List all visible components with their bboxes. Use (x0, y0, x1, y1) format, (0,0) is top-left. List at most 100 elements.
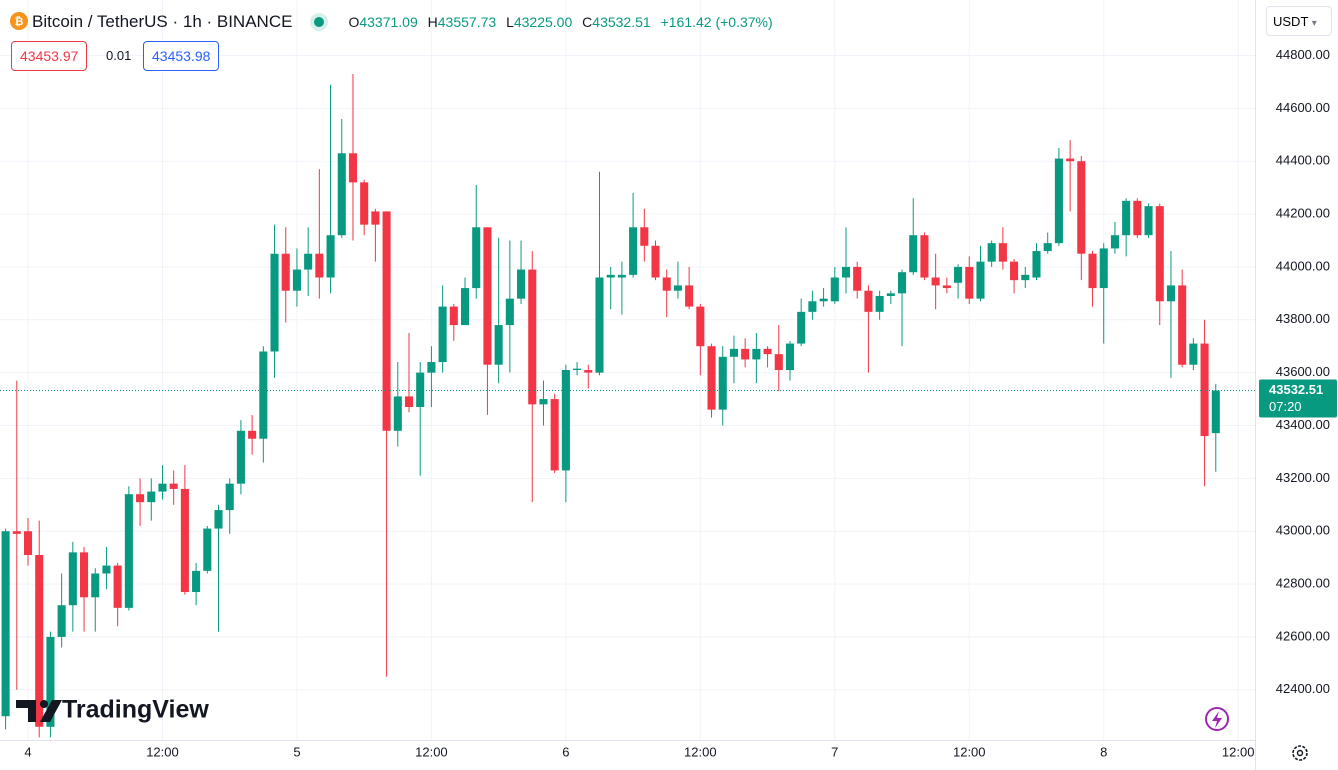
x-tick-label: 6 (562, 744, 569, 759)
candle-body (797, 311, 806, 344)
y-tick-label: 43400.00 (1276, 417, 1330, 432)
countdown: 07:20 (1269, 399, 1302, 414)
candle-body (472, 227, 481, 289)
o-value: 43371.09 (359, 14, 418, 30)
candle-body (741, 348, 750, 360)
sell-button[interactable]: 43453.97 (11, 41, 88, 71)
candle-body (1077, 161, 1086, 254)
candle-body (225, 483, 234, 511)
gear-inner (1296, 749, 1304, 757)
y-tick-label: 42600.00 (1276, 628, 1330, 643)
spread: 0.01 (106, 48, 132, 63)
header: ₿ Bitcoin / TetherUS · 1h · BINANCE O433… (8, 10, 779, 34)
last-price-label: 43532.51 (1269, 382, 1323, 397)
x-tick-label: 12:00 (146, 744, 179, 759)
candle-body (102, 565, 111, 574)
candle-body (124, 494, 133, 608)
x-tick-label: 12:00 (684, 744, 717, 759)
candle-body (696, 306, 705, 347)
candle-body (853, 266, 862, 291)
x-tick-label: 12:00 (1222, 744, 1255, 759)
candle-body (864, 290, 873, 312)
h-label: H (427, 14, 438, 30)
candle-body (651, 245, 660, 278)
candle-body (1200, 343, 1209, 437)
settings-icon[interactable] (1292, 745, 1308, 761)
candle-body (248, 430, 257, 439)
candle-body (427, 362, 436, 373)
candle-body (404, 396, 414, 407)
candle-body (80, 552, 89, 598)
alert-icon[interactable] (1205, 707, 1229, 731)
candle-body (673, 285, 682, 291)
candle-body (57, 605, 66, 637)
x-tick-label: 5 (293, 744, 300, 759)
y-tick-label: 44800.00 (1276, 47, 1330, 62)
y-tick-label: 44200.00 (1276, 206, 1330, 221)
x-tick-label: 12:00 (953, 744, 986, 759)
candle-body (707, 346, 716, 410)
candle-body (505, 298, 514, 326)
candle-body (819, 298, 828, 302)
last-price-box (1259, 379, 1337, 418)
candle-body (528, 269, 537, 405)
candle-body (438, 306, 447, 363)
ohlc: O43371.09 H43557.73 L43225.00 C43532.51 … (348, 14, 778, 30)
candle-body (662, 277, 671, 291)
brand-mark (16, 700, 62, 722)
candle-body (931, 277, 940, 286)
candle-body (281, 253, 290, 291)
x-tick-label: 4 (24, 744, 31, 759)
candle-body (326, 235, 335, 278)
candle-body (304, 253, 313, 270)
candle-body (965, 266, 974, 299)
y-tick-label: 44400.00 (1276, 153, 1330, 168)
currency: USDT (1273, 14, 1309, 29)
l-label: L (506, 14, 514, 30)
candle-body (1032, 251, 1041, 278)
candle-body (91, 573, 100, 598)
candle-body (539, 399, 548, 405)
candle-body (1189, 343, 1198, 365)
brand-logo: TradingView (16, 696, 209, 724)
l-value: 43225.00 (513, 14, 573, 30)
candle-body (752, 348, 761, 360)
candle-body (920, 235, 929, 278)
candle-body (517, 269, 526, 299)
candle-body (573, 368, 582, 370)
candle-body (416, 372, 425, 407)
candle-body (1110, 235, 1119, 249)
currency-button[interactable]: USDT ▾ (1266, 6, 1332, 36)
candle-body (1122, 200, 1131, 236)
candle-body (169, 483, 178, 489)
candle-body (23, 531, 33, 555)
candle-body (35, 555, 44, 727)
candle-body (606, 274, 615, 278)
change: +161.42 (+0.37%) (660, 14, 773, 30)
candle-body (1178, 285, 1187, 365)
candle-body (729, 348, 738, 357)
candle-body (292, 269, 301, 291)
candle-body (12, 531, 21, 534)
buy-button[interactable]: 43453.98 (143, 41, 220, 71)
h-value: 43557.73 (437, 14, 497, 30)
candle-body (875, 296, 884, 312)
y-tick-label: 44600.00 (1276, 100, 1330, 115)
o-label: O (348, 14, 360, 30)
candle-body (68, 552, 77, 606)
y-tick-label: 44000.00 (1276, 258, 1330, 273)
x-tick-label: 7 (831, 744, 838, 759)
candle-body (1021, 274, 1030, 281)
candle-body (483, 227, 492, 365)
candle-body (360, 182, 369, 225)
candle-body (718, 356, 727, 410)
x-tick-label: 8 (1100, 744, 1107, 759)
candle-body (1166, 285, 1175, 302)
candle-body (449, 306, 458, 326)
c-label: C (582, 14, 593, 30)
candle-body (113, 565, 122, 608)
symbol[interactable]: Bitcoin / TetherUS · 1h · BINANCE (32, 12, 293, 31)
candle-body (315, 253, 324, 278)
candle-body (830, 277, 839, 302)
